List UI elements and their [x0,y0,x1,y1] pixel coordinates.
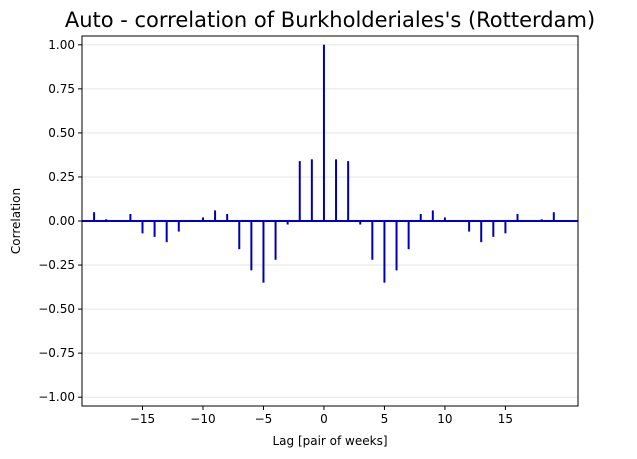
y-tick-label-4: 0.00 [48,214,75,228]
y-tick-label-8: 1.00 [48,38,75,52]
y-tick-label-2: −0.50 [38,302,75,316]
x-tick-label-3: 0 [320,412,328,426]
x-tick-label-2: −5 [255,412,273,426]
y-axis-label: Correlation [9,188,23,254]
chart-title: Auto - correlation of Burkholderiales's … [65,8,595,32]
x-tick-label-6: 15 [498,412,513,426]
y-tick-label-6: 0.50 [48,126,75,140]
y-tick-label-0: −1.00 [38,390,75,404]
x-tick-label-0: −15 [130,412,155,426]
y-axis-ticks: −1.00 −0.75 −0.50 −0.25 0.00 0.25 0.50 0.75 1.00 [38,38,82,404]
x-axis-label: Lag [pair of weeks] [272,434,387,448]
x-tick-label-1: −10 [190,412,215,426]
x-tick-label-4: 5 [381,412,389,426]
x-axis-ticks: −15 −10 −5 0 5 10 15 [130,406,513,426]
bars [93,44,555,283]
y-tick-label-7: 0.75 [48,82,75,96]
x-tick-label-5: 10 [437,412,452,426]
y-tick-label-1: −0.75 [38,346,75,360]
y-tick-label-5: 0.25 [48,170,75,184]
y-tick-label-3: −0.25 [38,258,75,272]
